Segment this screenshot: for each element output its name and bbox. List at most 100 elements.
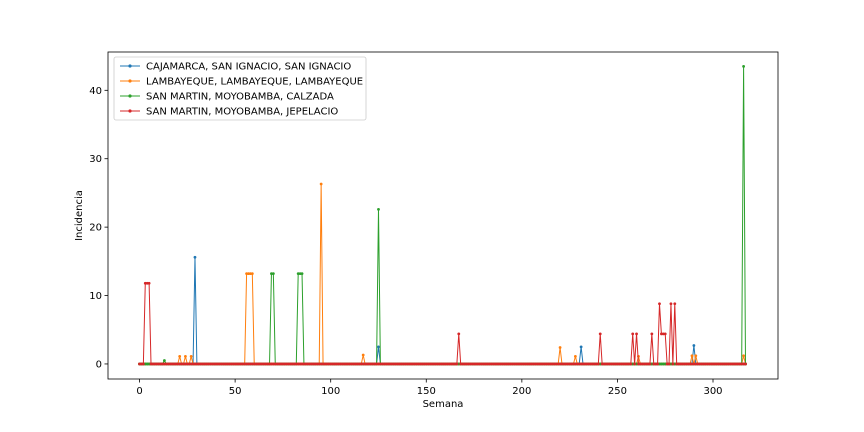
data-point [648,362,652,366]
legend-item: SAN MARTIN, MOYOBAMBA, JEPELACIO [120,107,338,118]
legend-frame [113,56,367,121]
data-point [352,362,356,366]
x-tick-label: 250 [608,386,627,397]
data-point [572,362,575,366]
legend-label: SAN MARTIN, MOYOBAMBA, JEPELACIO [146,107,338,118]
data-point [690,354,694,358]
legend-label: SAN MARTIN, MOYOBAMBA, CALZADA [146,92,334,103]
data-point [266,362,270,366]
data-point [694,354,698,358]
data-point [300,272,304,276]
data-point [277,362,281,366]
data-point [155,362,159,366]
data-point [560,362,564,366]
data-point [656,362,659,366]
x-axis-label: Semana [423,399,464,410]
data-point [338,362,342,366]
series-layer [138,64,747,366]
data-point [742,354,745,358]
data-point [327,362,331,366]
data-point [721,362,724,366]
data-point [271,272,275,276]
legend: CAJAMARCA, SAN IGNACIO, SAN IGNACIO LAMBA… [113,56,367,121]
y-tick-label: 30 [89,154,102,165]
data-point [744,362,747,366]
data-point [486,362,489,366]
data-point [621,362,625,366]
legend-label: CAJAMARCA, SAN IGNACIO, SAN IGNACIO [146,62,351,73]
x-axis: 0 50 100 150 200 250 300 [136,379,723,397]
x-tick-label: 150 [417,386,436,397]
data-point [377,345,380,349]
x-tick-label: 50 [229,386,242,397]
data-point [438,362,442,366]
data-point [147,281,151,285]
data-point [658,302,661,306]
data-point [162,359,166,362]
data-point [388,362,392,366]
data-point [241,362,245,366]
data-point [682,362,686,366]
data-point [646,362,650,366]
data-point [216,362,220,366]
data-point [455,362,459,366]
data-point [319,182,323,186]
data-point [193,255,197,259]
data-point [375,362,378,366]
data-point [203,362,206,366]
y-tick-label: 10 [89,291,102,302]
data-point [598,332,602,336]
data-point [558,346,562,349]
legend-item: CAJAMARCA, SAN IGNACIO, SAN IGNACIO [120,62,351,73]
data-point [252,362,256,366]
data-point [629,362,633,366]
data-point [424,362,428,366]
data-point [289,362,292,366]
data-point [596,362,600,366]
data-point [189,355,193,358]
data-point [696,362,700,366]
y-tick-label: 0 [96,359,102,370]
x-tick-label: 200 [512,386,531,397]
x-tick-label: 100 [321,386,340,397]
legend-marker [128,94,132,98]
data-point [524,362,528,366]
data-point [635,332,638,336]
data-point [178,355,182,358]
data-point [669,302,673,306]
data-point [610,362,614,366]
data-point [377,207,380,211]
legend-marker [128,64,132,68]
data-point [650,332,654,336]
data-point [732,362,736,366]
y-tick-label: 40 [89,86,102,97]
data-point [302,362,306,366]
legend-marker [128,79,132,83]
x-tick-label: 0 [136,386,142,397]
data-point [250,272,254,276]
y-tick-label: 20 [89,223,102,234]
data-point [742,64,745,68]
y-axis-label: Incidencia [74,190,85,241]
y-axis: 0 10 20 30 40 [89,86,108,370]
data-point [141,362,145,366]
legend-item: LAMBAYEQUE, LAMBAYEQUE, LAMBAYEQUE [120,77,363,88]
data-point [413,362,417,366]
data-point [585,362,589,366]
data-point [227,362,231,366]
data-point [180,362,183,366]
data-point [549,362,552,366]
data-point [579,345,583,349]
data-point [184,355,187,358]
data-point [707,362,711,366]
data-point [667,362,671,366]
data-point [457,332,461,336]
data-point [166,362,170,366]
data-point [474,362,478,366]
data-point [631,332,635,336]
data-point [673,302,677,306]
data-point [692,344,696,347]
data-point [314,362,317,366]
data-point [663,332,667,336]
data-point [510,362,514,366]
